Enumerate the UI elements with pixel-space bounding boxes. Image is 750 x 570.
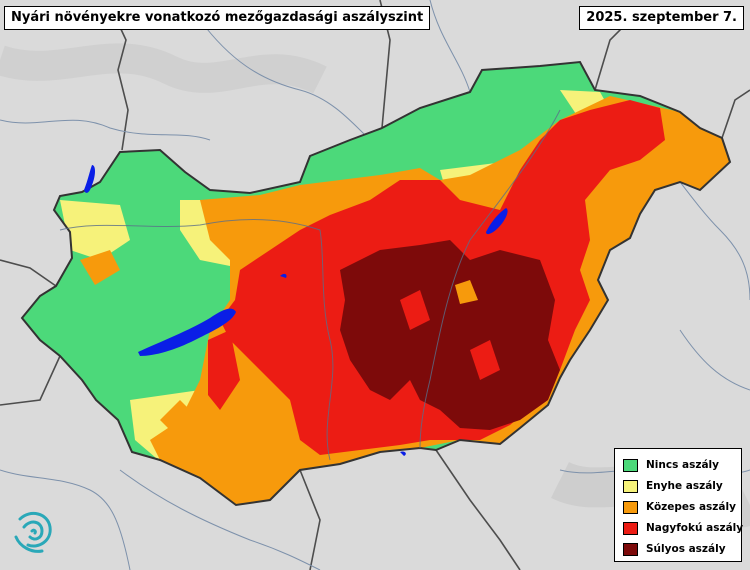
river-8 [679,329,750,391]
border-hr-rs [299,469,321,570]
legend-label: Nagyfokú aszály [646,522,744,534]
logo-arc-1 [18,511,52,548]
legend-label: Súlyos aszály [646,543,726,555]
logo-arc-4 [30,528,37,535]
legend-item-high: Nagyfokú aszály [623,518,743,538]
wave-spiral-logo-icon [14,511,52,553]
zone-moderate-inner [455,280,478,304]
zone-moderate-sw [160,400,200,450]
zone-high-west [208,330,240,410]
border-si-hr [0,355,61,406]
legend-swatch [623,521,638,535]
zone-high-inner [400,290,430,330]
river-7 [0,469,131,570]
logo-arc-3 [14,535,44,553]
lake-ferto [84,165,95,193]
lake-tisza [486,208,508,235]
river-duna [59,219,334,461]
river-tisza [419,109,561,449]
border-rs-ro [435,449,521,570]
river-3 [429,0,471,93]
zone-moderate-west-patch [80,250,120,285]
border-ua-ro [721,89,750,139]
zone-high-inner-2 [470,340,500,380]
legend-item-mild: Enyhe aszály [623,476,723,496]
lake-velence [280,273,287,278]
hungary-outline [20,60,732,507]
logo-arc-2 [22,520,44,541]
zone-mild-west [60,200,130,260]
map-date: 2025. szeptember 7. [579,6,744,30]
legend-label: Enyhe aszály [646,480,723,492]
river-6 [119,469,321,570]
legend-swatch [623,458,638,472]
legend-swatch [623,500,638,514]
legend-item-moderate: Közepes aszály [623,497,736,517]
lake-small-south [400,451,406,456]
legend-swatch [623,542,638,556]
legend-swatch [623,479,638,493]
legend-item-extreme: Súlyos aszály [623,539,726,559]
river-1 [0,119,211,141]
border-at-si [0,259,57,287]
lake-balaton [138,308,236,356]
border-at-cz [111,9,129,151]
legend: Nincs aszály Enyhe aszály Közepes aszály… [614,448,743,562]
legend-item-none: Nincs aszály [623,455,719,475]
mountain-shade-north [0,43,327,94]
legend-label: Nincs aszály [646,459,719,471]
rivers-inside [59,109,561,461]
river-2 [199,19,371,141]
map-title: Nyári növényekre vonatkozó mezőgazdasági… [4,6,431,30]
legend-label: Közepes aszály [646,501,736,513]
zone-extreme [340,240,560,430]
